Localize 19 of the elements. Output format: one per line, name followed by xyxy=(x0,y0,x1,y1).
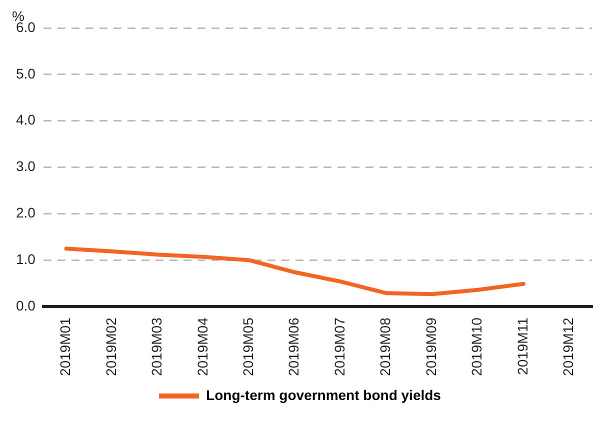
y-tick-label: 0.0 xyxy=(16,297,36,314)
x-tick-label: 2019M05 xyxy=(240,317,256,376)
y-tick-label: 3.0 xyxy=(16,158,36,174)
x-tick-label: 2019M10 xyxy=(468,317,485,376)
x-tick-label: 2019M02 xyxy=(102,317,119,376)
legend-label: Long-term government bond yields xyxy=(206,386,442,403)
x-tick-label: 2019M08 xyxy=(377,317,394,376)
y-tick-label: 5.0 xyxy=(16,65,36,82)
x-tick-label: 2019M09 xyxy=(422,317,439,376)
x-tick-label: 2019M12 xyxy=(560,317,576,376)
x-tick-label: 2019M07 xyxy=(331,317,348,376)
y-tick-label: 1.0 xyxy=(16,251,36,268)
y-tick-label: 2.0 xyxy=(16,204,36,221)
x-tick-label: 2019M01 xyxy=(57,317,74,376)
x-tick-label: 2019M04 xyxy=(194,317,210,376)
x-tick-label: 2019M11 xyxy=(514,317,530,375)
x-tick-label: 2019M03 xyxy=(148,317,165,376)
x-tick-label: 2019M06 xyxy=(286,317,302,376)
y-tick-label: 4.0 xyxy=(16,112,36,128)
